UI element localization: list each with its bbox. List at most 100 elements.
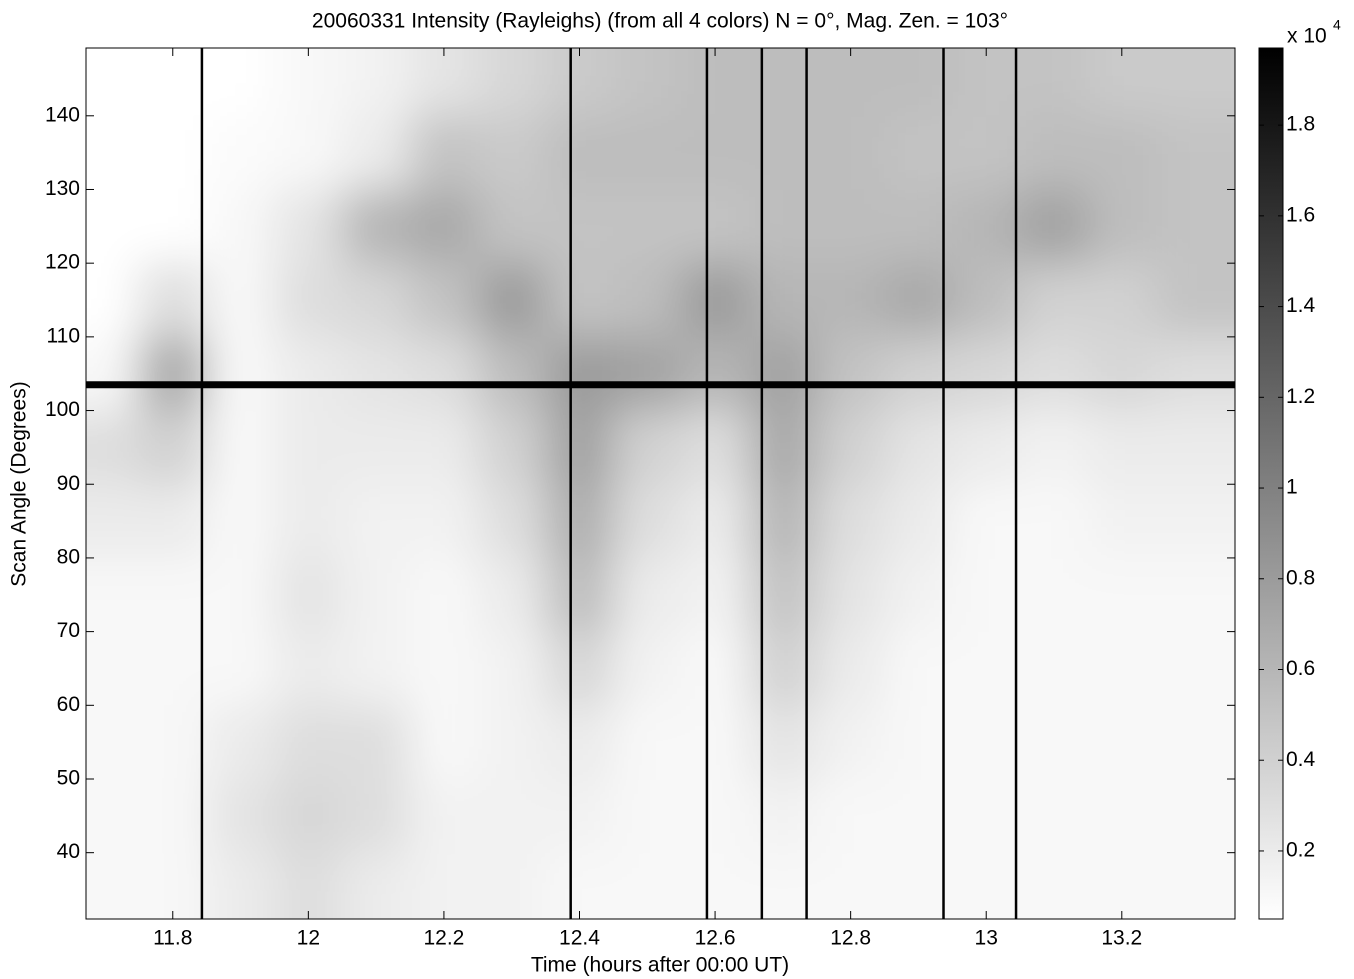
- heat-cell: [1020, 48, 1089, 117]
- heat-cell: [545, 852, 614, 919]
- heat-cell: [1155, 484, 1235, 559]
- colorbar-exponent: 4: [1333, 17, 1341, 33]
- heat-cell: [613, 189, 682, 264]
- heat-cell: [1087, 115, 1157, 190]
- heat-cell: [342, 336, 411, 412]
- plot-frame: [85, 47, 1236, 920]
- heat-cell: [952, 778, 1021, 854]
- heat-cell: [274, 557, 343, 633]
- heat-cell: [952, 631, 1021, 706]
- heat-cell: [613, 705, 682, 780]
- heat-cell: [613, 115, 682, 190]
- heat-cell: [274, 263, 343, 338]
- heat-cell: [477, 115, 547, 190]
- colorbar-tick-label: 1: [1286, 476, 1298, 499]
- heat-cell: [86, 705, 140, 780]
- x-tick-label: 13.2: [1101, 927, 1142, 950]
- heat-cell: [545, 115, 614, 190]
- y-tick-label: 40: [57, 840, 80, 863]
- heat-cell: [681, 115, 750, 190]
- colorbar-tick-label: 1.2: [1286, 385, 1315, 408]
- heat-cell: [342, 189, 411, 264]
- heat-cell: [206, 557, 275, 633]
- heat-cell: [1020, 263, 1089, 338]
- heat-cell: [206, 336, 275, 412]
- x-axis-label: Time (hours after 00:00 UT): [531, 954, 789, 977]
- chart-title: 20060331 Intensity (Rayleighs) (from all…: [312, 10, 1008, 33]
- heat-cell: [681, 263, 750, 338]
- heat-cell: [477, 484, 547, 559]
- heat-cell: [342, 48, 411, 117]
- heat-cell: [138, 631, 208, 706]
- heat-cell: [681, 705, 750, 780]
- heat-cell: [1155, 410, 1235, 485]
- heat-cell: [613, 336, 682, 412]
- y-tick-label: 100: [45, 398, 80, 421]
- heat-cell: [816, 263, 886, 338]
- heat-cell: [1087, 484, 1157, 559]
- heat-cell: [884, 557, 953, 633]
- heat-cell: [884, 336, 953, 412]
- x-tick-label: 11.8: [153, 927, 192, 950]
- heat-cell: [1087, 852, 1157, 919]
- heat-cell: [86, 263, 140, 338]
- heat-cell: [816, 484, 886, 559]
- y-tick-label: 70: [57, 619, 80, 642]
- heat-cell: [410, 263, 479, 338]
- heat-cell: [681, 484, 750, 559]
- heat-cell: [1087, 336, 1157, 412]
- heat-cell: [952, 557, 1021, 633]
- heat-cell: [206, 410, 275, 485]
- heat-cell: [545, 705, 614, 780]
- heat-cell: [884, 48, 953, 117]
- heat-cell: [274, 189, 343, 264]
- heat-cell: [1155, 631, 1235, 706]
- x-tick-label: 12.4: [559, 927, 600, 950]
- heat-cell: [477, 336, 547, 412]
- heat-cell: [1155, 336, 1235, 412]
- heat-cell: [477, 263, 547, 338]
- heat-cell: [1087, 263, 1157, 338]
- heat-cell: [952, 48, 1021, 117]
- heat-cell: [884, 410, 953, 485]
- heat-cell: [545, 48, 614, 117]
- heat-cell: [1020, 410, 1089, 485]
- heat-cell: [342, 484, 411, 559]
- heat-cell: [884, 631, 953, 706]
- x-tick-label: 12: [297, 927, 320, 950]
- heat-cell: [342, 263, 411, 338]
- heat-cell: [613, 410, 682, 485]
- heat-cell: [1155, 115, 1235, 190]
- heat-cell: [206, 263, 275, 338]
- heat-cell: [477, 631, 547, 706]
- heat-cell: [952, 705, 1021, 780]
- heat-cell: [1020, 189, 1089, 264]
- heat-cell: [138, 189, 208, 264]
- heat-cell: [1020, 778, 1089, 854]
- heat-cell: [1087, 189, 1157, 264]
- heat-cell: [274, 778, 343, 854]
- markers: [86, 48, 1235, 919]
- heat-cell: [613, 484, 682, 559]
- heat-cell: [138, 410, 208, 485]
- heat-cell: [274, 115, 343, 190]
- heat-cell: [1087, 631, 1157, 706]
- heat-cell: [816, 189, 886, 264]
- heat-cell: [952, 263, 1021, 338]
- heat-cell: [138, 48, 208, 117]
- heat-cell: [816, 631, 886, 706]
- heat-cell: [274, 410, 343, 485]
- colorbar: [1258, 47, 1284, 920]
- heat-cell: [410, 778, 479, 854]
- heat-cell: [86, 778, 140, 854]
- heat-cell: [816, 852, 886, 919]
- heat-cell: [681, 410, 750, 485]
- heat-cell: [410, 189, 479, 264]
- heat-cell: [816, 705, 886, 780]
- heat-cell: [342, 115, 411, 190]
- heat-cell: [410, 705, 479, 780]
- heat-cell: [952, 189, 1021, 264]
- heat-cell: [816, 557, 886, 633]
- y-tick-label: 80: [57, 545, 80, 568]
- heat-cell: [1020, 631, 1089, 706]
